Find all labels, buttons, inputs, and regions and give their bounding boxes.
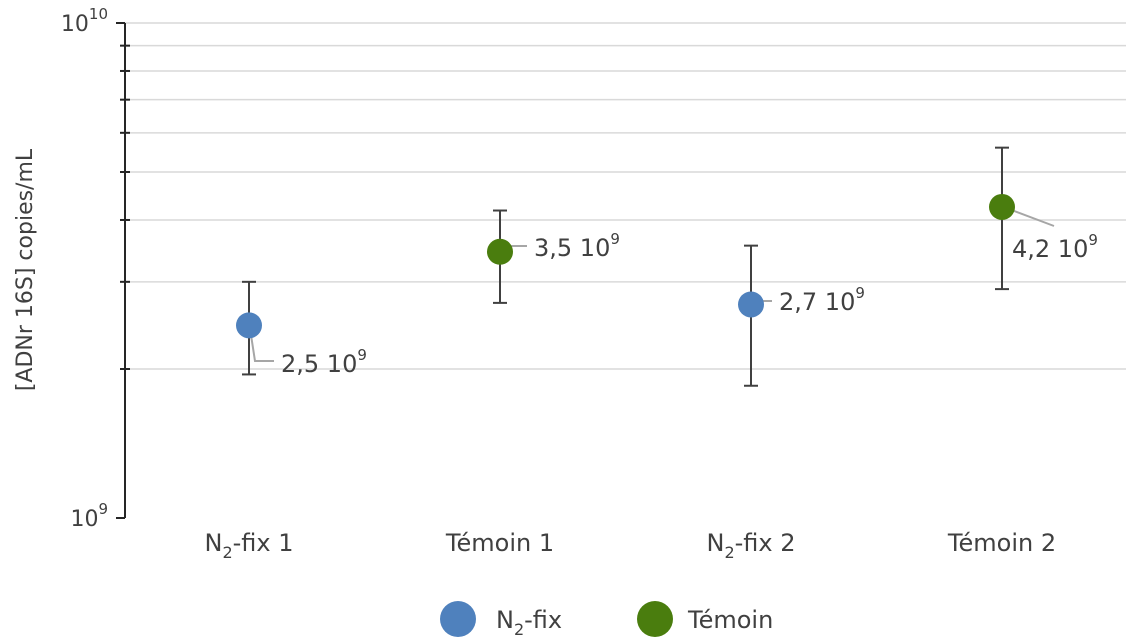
data-label-text: 2,5 10 [281,350,357,378]
legend-item: N2-fix [440,601,562,637]
category-label-text: -fix 1 [233,529,294,557]
data-point-marker [989,193,1015,220]
x-category-labels: N2-fix 1 Témoin 1 N2-fix 2 Témoin 2 [204,529,1056,562]
axes [116,22,130,519]
data-point-group: 2,5 109 [236,280,367,378]
y-axis-title: [ADNr 16S] copies/mL [13,148,38,391]
category-label-text: Témoin 2 [947,529,1056,557]
y-tick-exponent: 10 [89,5,108,23]
category-label-text: N [204,529,222,557]
legend-label-text: Témoin [687,606,773,634]
category-label-text: N [706,529,724,557]
grid-lines [125,22,1126,370]
legend-item: Témoin [637,601,773,637]
legend-label: Témoin [687,606,773,634]
data-label-exponent: 9 [1088,231,1098,249]
category-label-subscript: 2 [222,543,232,562]
legend-label-text: N [496,606,514,634]
data-label-text: 4,2 10 [1012,235,1088,263]
data-label: 2,7 109 [779,284,865,316]
category-label-text: -fix 2 [735,529,796,557]
y-tick-label: 1010 [61,5,108,37]
legend: N2-fix Témoin [440,601,773,637]
legend-marker [637,601,673,637]
data-point-group: 2,7 109 [738,244,865,387]
data-point-group: 4,2 109 [989,146,1098,291]
x-category-label: N2-fix 2 [706,529,795,562]
y-tick-base: 10 [61,12,89,37]
legend-label-subscript: 2 [514,620,524,637]
legend-label-text: -fix [524,606,562,634]
y-tick-base: 10 [70,507,98,532]
data-label: 2,5 109 [281,346,367,378]
legend-marker [440,601,476,637]
data-label-exponent: 9 [855,284,865,302]
data-point-marker [236,312,262,339]
data-label-exponent: 9 [357,346,367,364]
y-tick-exponent: 9 [98,500,108,518]
data-label-text: 3,5 10 [534,234,610,262]
data-point-marker [738,291,764,318]
x-category-label: Témoin 1 [445,529,554,557]
data-label-text: 2,7 10 [779,288,855,316]
legend-label: N2-fix [496,606,562,637]
category-label-text: Témoin 1 [445,529,554,557]
y-tick-label: 109 [70,500,108,532]
data-label-exponent: 9 [610,230,620,248]
x-category-label: Témoin 2 [947,529,1056,557]
x-category-label: N2-fix 1 [204,529,293,562]
category-label-subscript: 2 [724,543,734,562]
data-point-marker [487,238,513,265]
data-label: 3,5 109 [534,230,620,262]
data-label: 4,2 109 [1012,231,1098,263]
data-point-group: 3,5 109 [487,209,620,304]
